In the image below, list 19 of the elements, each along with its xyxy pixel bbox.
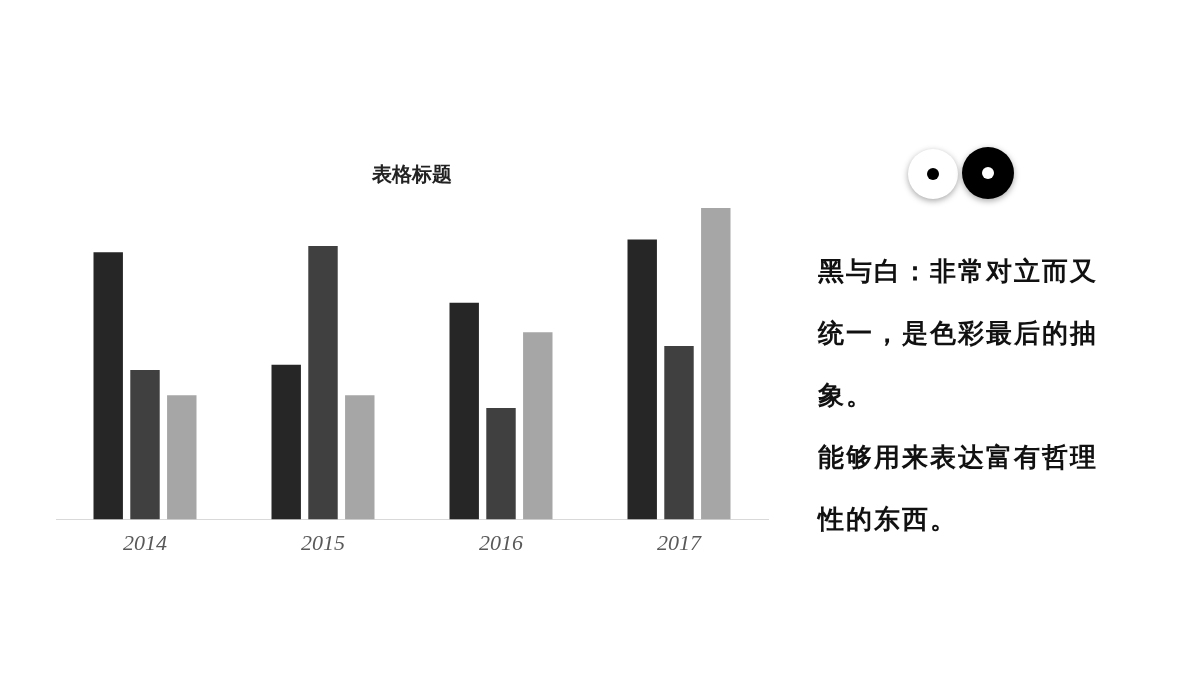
- bar: [664, 346, 694, 520]
- bar: [449, 302, 479, 520]
- text: 能够用来表达富有哲理性的东西。: [818, 442, 1098, 534]
- bar: [271, 364, 301, 520]
- x-tick-label: 2014: [123, 529, 167, 555]
- x-tick-label: 2015: [301, 529, 345, 555]
- bar: [486, 408, 516, 520]
- chart-title: 表格标题: [371, 162, 452, 187]
- bar: [167, 395, 197, 520]
- bar: [627, 239, 657, 520]
- bar: [523, 332, 553, 520]
- x-tick-label: 2016: [479, 529, 523, 555]
- bar: [93, 252, 123, 520]
- text: 黑与白：非常对立而又统一，是色彩最后的抽象。: [818, 256, 1098, 410]
- bar: [308, 246, 338, 520]
- x-tick-label: 2017: [657, 529, 702, 555]
- bar: [345, 395, 375, 520]
- bar: [701, 208, 731, 520]
- bar: [130, 370, 160, 520]
